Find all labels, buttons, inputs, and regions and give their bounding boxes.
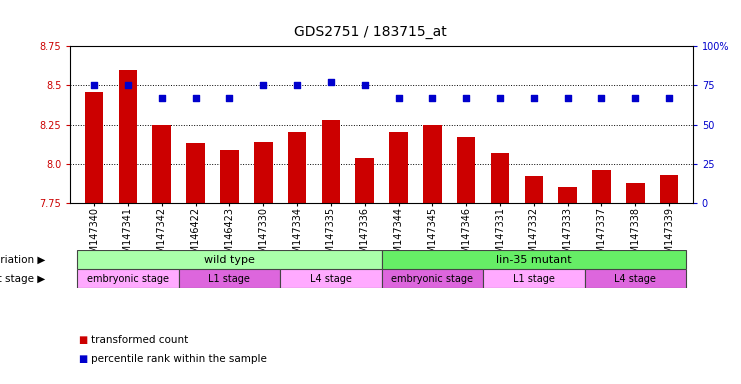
Text: ■: ■ bbox=[78, 335, 87, 345]
Point bbox=[291, 82, 303, 88]
Point bbox=[460, 95, 472, 101]
Bar bbox=[356, 157, 374, 203]
Bar bbox=[423, 125, 442, 203]
Text: wild type: wild type bbox=[204, 255, 255, 265]
Point bbox=[88, 82, 100, 88]
Bar bbox=[382, 250, 686, 269]
Text: genotype/variation ▶: genotype/variation ▶ bbox=[0, 255, 45, 265]
Bar bbox=[592, 170, 611, 203]
Point bbox=[122, 82, 134, 88]
Point bbox=[190, 95, 202, 101]
Text: ■: ■ bbox=[78, 354, 87, 364]
Point bbox=[629, 95, 641, 101]
Point bbox=[596, 95, 608, 101]
Point bbox=[562, 95, 574, 101]
Bar bbox=[84, 92, 104, 203]
Bar bbox=[585, 269, 686, 288]
Text: lin-35 mutant: lin-35 mutant bbox=[496, 255, 571, 265]
Bar bbox=[626, 183, 645, 203]
Bar bbox=[153, 125, 171, 203]
Bar bbox=[322, 120, 340, 203]
Bar bbox=[288, 132, 306, 203]
Bar bbox=[280, 269, 382, 288]
Point bbox=[325, 79, 337, 85]
Point bbox=[393, 95, 405, 101]
Bar bbox=[483, 269, 585, 288]
Point bbox=[224, 95, 236, 101]
Bar bbox=[525, 177, 543, 203]
Point bbox=[494, 95, 506, 101]
Text: L1 stage: L1 stage bbox=[208, 273, 250, 283]
Bar bbox=[491, 153, 509, 203]
Text: development stage ▶: development stage ▶ bbox=[0, 273, 45, 283]
Point bbox=[426, 95, 438, 101]
Point bbox=[528, 95, 539, 101]
Bar bbox=[119, 70, 137, 203]
Bar bbox=[77, 250, 382, 269]
Text: embryonic stage: embryonic stage bbox=[391, 273, 473, 283]
Point bbox=[257, 82, 269, 88]
Text: L4 stage: L4 stage bbox=[310, 273, 352, 283]
Text: GDS2751 / 183715_at: GDS2751 / 183715_at bbox=[294, 25, 447, 39]
Bar bbox=[389, 132, 408, 203]
Bar bbox=[559, 187, 577, 203]
Bar bbox=[254, 142, 273, 203]
Text: percentile rank within the sample: percentile rank within the sample bbox=[91, 354, 267, 364]
Bar bbox=[659, 175, 679, 203]
Point bbox=[359, 82, 370, 88]
Bar bbox=[186, 144, 205, 203]
Point bbox=[156, 95, 167, 101]
Point bbox=[663, 95, 675, 101]
Bar bbox=[220, 150, 239, 203]
Text: embryonic stage: embryonic stage bbox=[87, 273, 169, 283]
Bar bbox=[77, 269, 179, 288]
Bar bbox=[457, 137, 476, 203]
Bar bbox=[179, 269, 280, 288]
Text: L4 stage: L4 stage bbox=[614, 273, 657, 283]
Text: transformed count: transformed count bbox=[91, 335, 188, 345]
Bar bbox=[382, 269, 483, 288]
Text: L1 stage: L1 stage bbox=[513, 273, 555, 283]
